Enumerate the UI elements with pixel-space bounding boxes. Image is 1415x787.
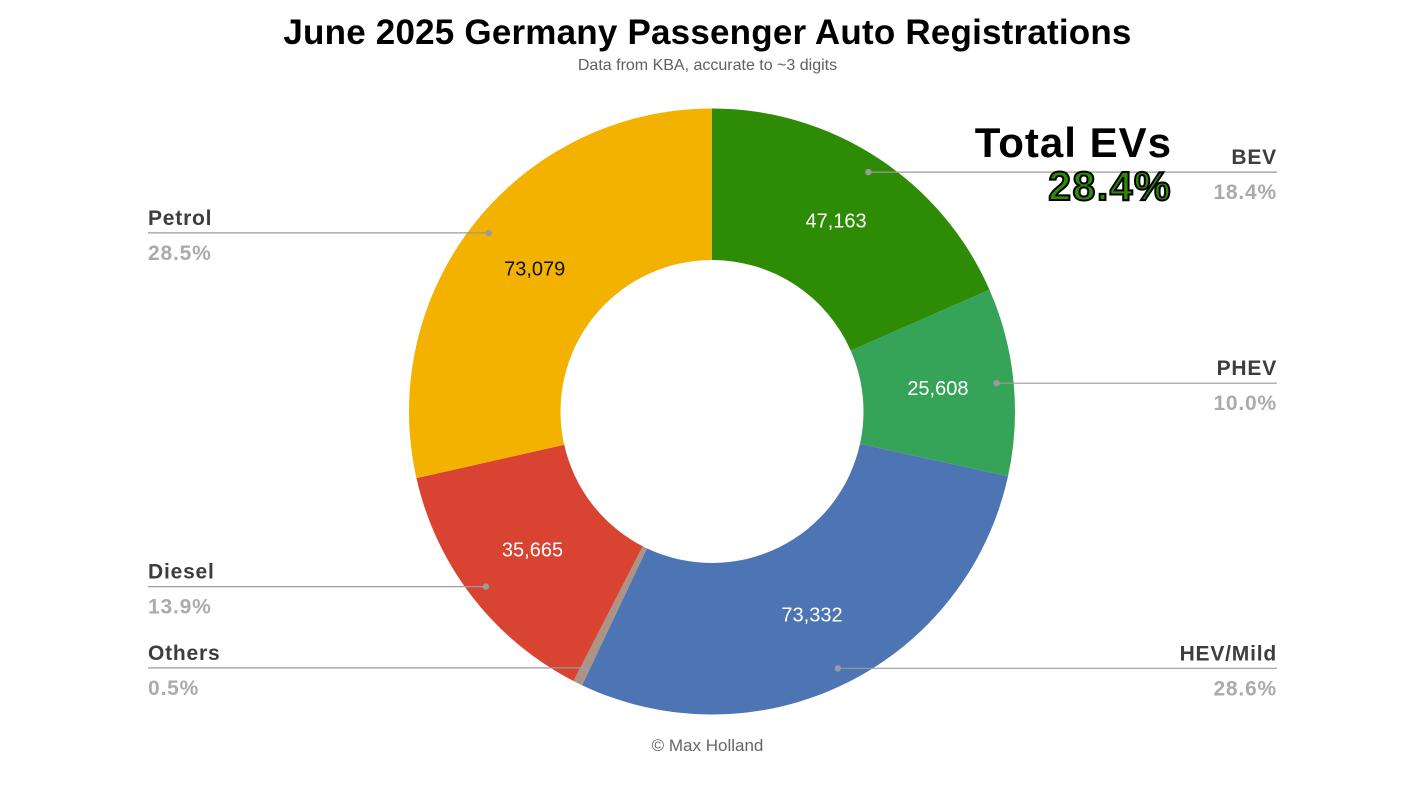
slice-value-diesel: 35,665 [502,540,563,562]
callout-dot-bev [865,168,872,176]
slice-bev[interactable] [712,108,990,351]
slice-others[interactable] [573,546,647,686]
slice-label-phev: PHEV [1217,357,1277,380]
slice-pct-hev-mild: 28.6% [1213,677,1277,700]
slice-pct-petrol: 28.5% [148,242,212,265]
slice-petrol[interactable] [409,108,712,479]
slice-label-bev: BEV [1231,146,1277,169]
slice-value-phev: 25,608 [907,378,968,400]
callout-dot-others [582,664,589,672]
slice-diesel[interactable] [416,444,643,681]
chart-title: June 2025 Germany Passenger Auto Registr… [283,13,1132,52]
slice-label-diesel: Diesel [148,561,215,584]
slice-pct-bev: 18.4% [1213,181,1277,204]
slice-pct-diesel: 13.9% [148,596,212,619]
slice-hev-mild[interactable] [582,443,1008,715]
slice-value-bev: 47,163 [806,211,867,233]
chart-subtitle: Data from KBA, accurate to ~3 digits [577,57,838,74]
slice-phev[interactable] [850,289,1016,477]
total-evs-label: Total EVs [974,119,1172,166]
slice-label-petrol: Petrol [148,207,212,230]
total-evs-annotation: Total EVs 28.4% [974,119,1172,209]
callout-dot-petrol [485,229,492,237]
callout-dot-phev [993,380,1000,387]
total-evs-value: 28.4% [1047,162,1172,209]
callout-dot-hev-mild [834,665,842,672]
slice-pct-others: 0.5% [148,677,199,700]
callout-dot-diesel [482,583,490,590]
slice-pct-phev: 10.0% [1213,392,1277,415]
copyright-footer: © Max Holland [651,736,764,755]
slice-value-petrol: 73,079 [504,259,565,281]
slice-value-hev-mild: 73,332 [781,604,842,626]
slice-label-hev-mild: HEV/Mild [1180,642,1277,665]
slice-label-others: Others [148,642,221,665]
